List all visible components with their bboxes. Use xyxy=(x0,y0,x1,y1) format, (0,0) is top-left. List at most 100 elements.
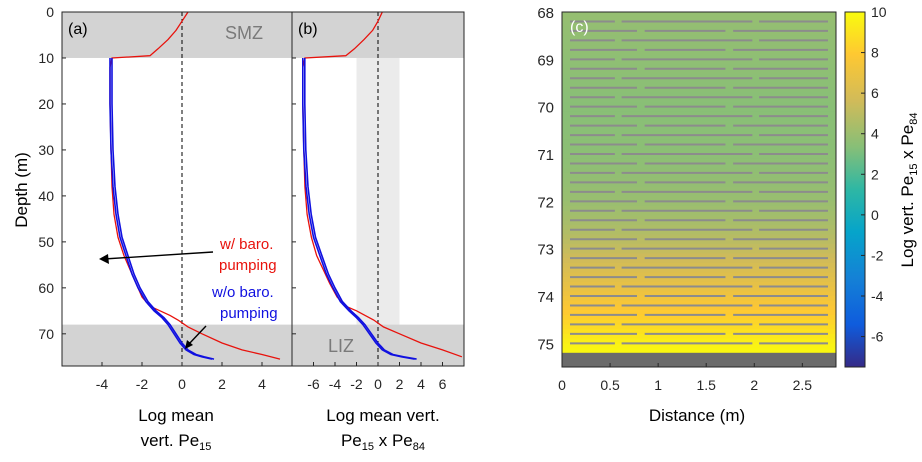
heatmap-cell xyxy=(562,206,836,212)
panel-b-xtick-label: -6 xyxy=(307,376,320,392)
panel-b-lines xyxy=(301,12,463,360)
panel-a-label: (a) xyxy=(68,21,88,38)
panel-c-label: (c) xyxy=(570,19,589,36)
heatmap-cell xyxy=(562,163,836,169)
panel-c-xtick-label: 2 xyxy=(750,377,758,393)
annotation-without-baro-line2: pumping xyxy=(220,305,278,322)
colorbar-tick-label: 0 xyxy=(871,207,879,223)
heatmap-cell xyxy=(562,239,836,245)
heatmap-cell xyxy=(562,49,836,56)
heatmap-cell xyxy=(562,187,836,193)
heatmap-cell xyxy=(562,68,836,75)
panel-b-xtick-label: -2 xyxy=(350,376,363,392)
heatmap-cell xyxy=(562,281,836,288)
panel-a-xtick-label: -2 xyxy=(136,376,149,392)
panel-a-series-without_baro xyxy=(109,58,213,360)
heatmap-cell xyxy=(562,291,836,297)
heatmap-cell xyxy=(562,210,836,217)
panel-b-label: (b) xyxy=(298,21,318,38)
panel-a-ytick-label: 40 xyxy=(38,188,54,204)
colorbar-tick-label: 4 xyxy=(871,126,879,142)
heatmap-cell xyxy=(562,125,836,131)
heatmap-cell xyxy=(562,319,836,325)
panel-c-ytick-label: 73 xyxy=(537,242,554,259)
heatmap-cell xyxy=(562,78,836,84)
heatmap-cell xyxy=(562,106,836,112)
panel-c-xtick-label: 1 xyxy=(654,377,662,393)
heatmap-cell xyxy=(562,329,836,335)
heatmap-cell xyxy=(562,87,836,94)
heatmap-cell xyxy=(562,144,836,150)
heatmap-cell xyxy=(562,248,836,254)
panel-a-ytick-label: 30 xyxy=(38,142,54,158)
heatmap-cell xyxy=(562,21,836,27)
panel-b-series-with_baro xyxy=(302,12,463,358)
heatmap-cell xyxy=(562,225,836,231)
panel-a-ytick-label: 60 xyxy=(38,280,54,296)
panel-c-ytick-label: 71 xyxy=(537,147,554,164)
panel-a-series-with_baro xyxy=(109,12,281,360)
annotation-without-baro-arrow xyxy=(187,325,207,346)
colorbar: 10 8 6 4 2 0 -2 -4 -6 Log vert. Pe15 x Pe84 xyxy=(844,4,920,368)
heatmap-cell xyxy=(562,130,836,136)
heatmap-cell xyxy=(562,30,836,37)
panel-a-ytick-label: 20 xyxy=(38,96,54,112)
colorbar-tick-label: 10 xyxy=(871,4,887,20)
heatmap-cell xyxy=(562,135,836,141)
panel-c-ytick-label: 72 xyxy=(537,194,554,211)
panel-c-xticks: 0 0.5 1 1.5 2 2.5 xyxy=(558,363,812,393)
heatmap-cell xyxy=(562,59,836,65)
panel-a-ytick-label: 0 xyxy=(46,4,54,20)
annotation-with-baro-arrowhead xyxy=(99,254,109,264)
panel-b-xlabel-line1: Log mean vert. xyxy=(326,406,439,425)
panel-b-xtick-label: 4 xyxy=(417,376,425,392)
heatmap-cell xyxy=(562,253,836,259)
heatmap-cell xyxy=(562,324,836,330)
colorbar-ticks: 10 8 6 4 2 0 -2 -4 -6 xyxy=(861,4,887,345)
heatmap-cell xyxy=(562,258,836,264)
panel-a-series-without_baro-band xyxy=(111,58,215,360)
heatmap-cell xyxy=(562,40,836,46)
panel-c-xlabel: Distance (m) xyxy=(649,406,745,425)
heatmap-cell xyxy=(562,314,836,321)
panel-c-xtick-label: 0 xyxy=(558,377,566,393)
heatmap xyxy=(562,12,836,367)
panel-c-ytick-label: 70 xyxy=(537,100,554,117)
panel-b-yticks xyxy=(292,11,296,335)
annotation-without-baro-line1: w/o baro. xyxy=(211,284,274,301)
annotation-with-baro-line2: pumping xyxy=(219,257,277,274)
colorbar-tick-label: -2 xyxy=(871,247,884,263)
panel-c-xtick-label: 0.5 xyxy=(600,377,620,393)
heatmap-cell xyxy=(562,177,836,183)
panel-a: -4 -2 0 2 4 0 10 20 30 40 50 60 70 (a) SMZ Depth (m… xyxy=(12,4,293,453)
heatmap-cell xyxy=(562,16,836,23)
heatmap-cell xyxy=(562,172,836,179)
panel-a-xtick-label: 0 xyxy=(178,376,186,392)
heatmap-cell xyxy=(562,196,836,202)
heatmap-cell xyxy=(562,229,836,236)
heatmap-cell xyxy=(562,182,836,188)
heatmap-cell xyxy=(562,120,836,127)
panel-b-series-without_baro-band xyxy=(303,58,417,360)
panel-c: 0 0.5 1 1.5 2 2.5 68 69 70 71 72 73 74 75 (c) Distan… xyxy=(537,5,837,425)
panel-c-xtick-label: 2.5 xyxy=(793,377,813,393)
panel-a-xlabel-line1: Log mean xyxy=(138,406,214,425)
panel-c-ytick-label: 74 xyxy=(537,289,554,306)
panel-c-ytick-label: 75 xyxy=(537,336,554,353)
heatmap-cell xyxy=(562,158,836,165)
heatmap-cell xyxy=(562,45,836,51)
panel-c-xtick-label: 1.5 xyxy=(696,377,716,393)
panel-a-lines xyxy=(109,12,281,360)
panel-a-zones xyxy=(62,12,292,366)
heatmap-cell xyxy=(562,92,836,98)
panel-b-zone-label-liz: LIZ xyxy=(328,336,354,356)
panel-c-ytick-label: 68 xyxy=(537,5,554,22)
heatmap-cell xyxy=(562,277,836,283)
annotation-with-baro-arrow xyxy=(103,251,214,260)
heatmap-cell xyxy=(562,243,836,250)
panel-b-xlabel-line2: Pe15 x Pe84 xyxy=(341,431,425,453)
heatmap-layers xyxy=(570,20,828,345)
heatmap-cell xyxy=(562,300,836,307)
annotation-without-baro-arrowhead xyxy=(185,340,193,349)
